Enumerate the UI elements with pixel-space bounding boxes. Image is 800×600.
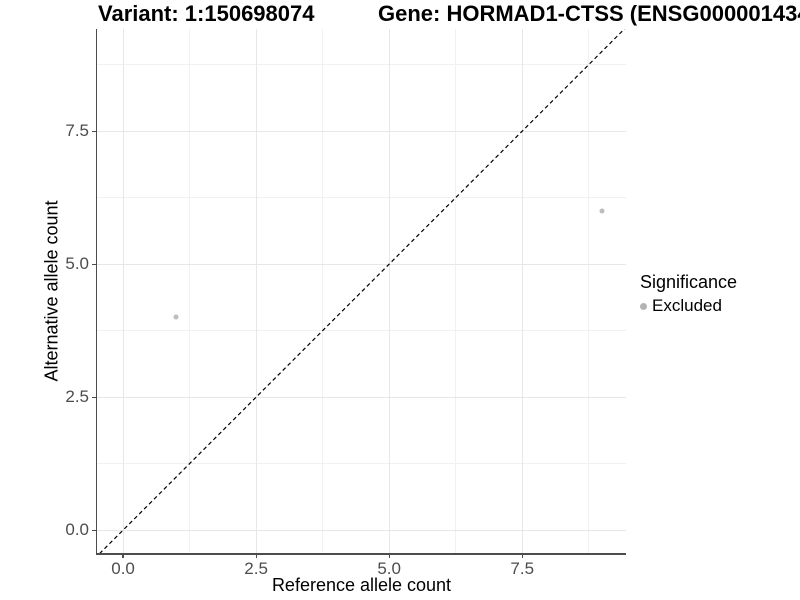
- data-point-excluded: [173, 314, 179, 320]
- x-tick-label: 0.0: [111, 559, 135, 578]
- x-axis-tick: [388, 554, 390, 558]
- reference-line-canvas: [99, 29, 626, 553]
- y-tick-label: 2.5: [65, 387, 89, 407]
- y-gridline-minor: [97, 330, 626, 332]
- y-gridline-major: [97, 396, 626, 398]
- x-axis-line: [95, 553, 626, 555]
- data-point-excluded: [599, 208, 605, 214]
- legend-item-excluded: Excluded: [640, 296, 737, 316]
- y-gridline-minor: [97, 197, 626, 199]
- x-gridline-major: [521, 29, 523, 553]
- x-gridline-minor: [455, 29, 457, 553]
- x-gridline-major: [255, 29, 257, 553]
- y-gridline-major: [97, 529, 626, 531]
- y-gridline-minor: [97, 64, 626, 66]
- x-axis-tick: [122, 554, 124, 558]
- excluded-point-icon: [640, 302, 647, 310]
- y-axis-tick: [92, 130, 96, 132]
- y-tick-label: 5.0: [65, 254, 89, 274]
- legend-title: Significance: [640, 272, 738, 292]
- x-gridline-minor: [588, 29, 590, 553]
- y-tick-label: 7.5: [65, 121, 89, 141]
- y-axis-tick: [92, 529, 96, 531]
- identity-reference-line: [99, 29, 626, 553]
- x-axis-tick: [521, 554, 523, 558]
- y-gridline-major: [97, 263, 626, 265]
- x-tick-label: 7.5: [510, 559, 535, 578]
- legend: Significance Excluded: [640, 271, 737, 316]
- x-gridline-minor: [189, 29, 191, 553]
- y-axis-tick: [92, 263, 96, 265]
- x-gridline-major: [388, 29, 390, 553]
- y-axis-tick: [92, 396, 96, 398]
- y-axis-title: Alternative allele count: [41, 200, 62, 382]
- y-gridline-minor: [97, 463, 626, 465]
- x-tick-label: 5.0: [377, 559, 401, 578]
- plot-title-variant: Variant: 1:150698074: [98, 1, 315, 26]
- y-axis-line: [95, 29, 97, 555]
- x-axis-tick: [255, 554, 257, 558]
- x-gridline-minor: [322, 29, 324, 553]
- y-tick-label: 0.0: [65, 520, 89, 540]
- x-tick-label: 2.5: [244, 559, 268, 578]
- plot-title-gene: Gene: HORMAD1-CTSS (ENSG00000143452-: [378, 1, 800, 26]
- legend-item-label: Excluded: [652, 296, 722, 315]
- x-gridline-major: [122, 29, 124, 553]
- x-axis-title: Reference allele count: [271, 575, 452, 595]
- y-gridline-major: [97, 130, 626, 132]
